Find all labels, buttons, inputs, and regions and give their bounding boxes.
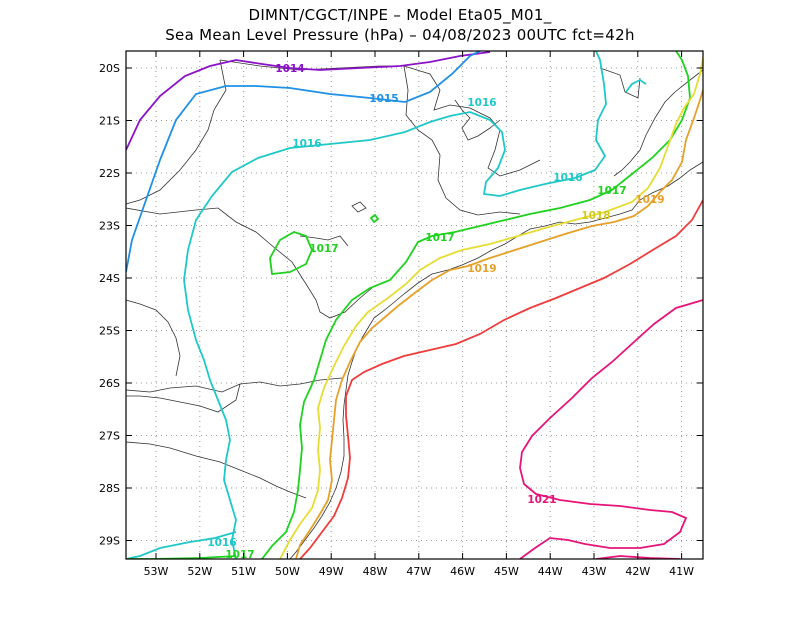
- lon-label: 43W: [582, 565, 607, 578]
- contour-label-1017-east: 1017: [597, 185, 626, 197]
- isobar-1020: [299, 199, 703, 559]
- contour-label-1021: 1021: [527, 494, 556, 506]
- lon-label: 49W: [319, 565, 344, 578]
- isobar-1014: [126, 51, 491, 151]
- lon-label: 51W: [231, 565, 256, 578]
- grid-lines: [126, 51, 703, 559]
- contour-label-1017-loop: 1017: [309, 243, 338, 255]
- lat-label: 22S: [99, 167, 120, 180]
- contour-label-1014: 1014: [275, 63, 304, 75]
- lon-label: 45W: [494, 565, 519, 578]
- state-border-rj-es: [599, 67, 641, 99]
- isobar-1016-sw: [126, 531, 237, 559]
- isobar-1018: [279, 57, 703, 559]
- contour-label-1016-southwest: 1016: [207, 537, 236, 549]
- contour-label-1018: 1018: [581, 210, 610, 222]
- lon-label: 44W: [538, 565, 563, 578]
- lon-label: 42W: [625, 565, 650, 578]
- lon-label: 41W: [669, 565, 694, 578]
- lat-label: 28S: [99, 482, 120, 495]
- isobar-1017-island: [369, 213, 380, 224]
- state-border-go: [126, 59, 227, 205]
- lon-label: 52W: [187, 565, 212, 578]
- isobar-1017-main: [261, 51, 691, 559]
- isobar-1017-loop: [269, 231, 313, 275]
- state-border-rs: [126, 441, 307, 499]
- lat-label: 27S: [99, 430, 120, 443]
- lon-label: 53W: [144, 565, 169, 578]
- lat-label: 24S: [99, 272, 120, 285]
- lat-label: 26S: [99, 377, 120, 390]
- lon-label: 50W: [275, 565, 300, 578]
- lake-furnas: [454, 99, 501, 141]
- contour-label-1016-east: 1016: [553, 172, 582, 184]
- map-title-line2: Sea Mean Level Pressure (hPa) – 04/08/20…: [165, 26, 635, 44]
- ilha-grande-bay: [299, 235, 349, 247]
- map-title-line1: DIMNT/CGCT/INPE – Model Eta05_M01_: [248, 6, 552, 24]
- lon-label: 46W: [450, 565, 475, 578]
- state-border-sp-mg: [403, 65, 521, 216]
- contour-label-1017-southwest: 1017: [225, 549, 254, 561]
- contour-label-1016-west: 1016: [292, 138, 321, 150]
- lon-label: 48W: [363, 565, 388, 578]
- coastline: [289, 161, 703, 559]
- contour-label-1017-center: 1017: [425, 232, 454, 244]
- plot-frame: [125, 50, 704, 560]
- isobar-1021-main: [519, 299, 703, 559]
- isobar-1016-main: [183, 51, 607, 559]
- contour-label-1019-center: 1019: [467, 263, 496, 275]
- state-border-ms: [126, 207, 373, 319]
- island-bela: [351, 201, 367, 213]
- isobar-1019: [295, 89, 703, 559]
- lat-label: 29S: [99, 535, 120, 548]
- lat-label: 21S: [99, 115, 120, 128]
- contour-label-1015: 1015: [369, 93, 398, 105]
- isobar-1016-ne: [625, 78, 647, 93]
- lat-label: 23S: [99, 220, 120, 233]
- axis-ticks: [126, 51, 703, 559]
- state-border-argentina: [126, 383, 241, 413]
- contour-label-1019-east: 1019: [635, 194, 664, 206]
- lat-label: 25S: [99, 325, 120, 338]
- latitude-axis-labels: 20S 21S 22S 23S 24S 25S 26S 27S 28S 29S: [99, 62, 120, 548]
- state-border-mg-east: [403, 65, 541, 177]
- lat-label: 20S: [99, 62, 120, 75]
- isobar-1015: [126, 51, 481, 273]
- lon-label: 47W: [406, 565, 431, 578]
- boundaries: [126, 59, 703, 559]
- state-border-mg-rj: [613, 69, 703, 177]
- state-border-paraguay: [126, 299, 181, 377]
- contour-label-1016-north: 1016: [467, 97, 496, 109]
- longitude-axis-labels: 53W 52W 51W 50W 49W 48W 47W 46W 45W 44W 43W 42W 41W: [144, 565, 695, 578]
